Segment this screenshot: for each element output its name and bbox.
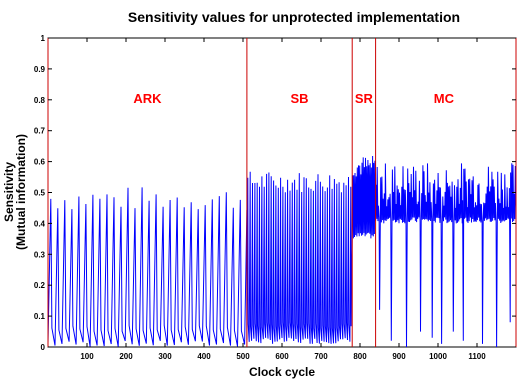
y-tick-label: 0 bbox=[41, 343, 46, 352]
y-tick-label: 0.1 bbox=[34, 312, 46, 321]
chart-title: Sensitivity values for unprotected imple… bbox=[128, 9, 460, 25]
region-label-mc: MC bbox=[434, 91, 455, 106]
x-tick-label: 100 bbox=[80, 352, 94, 361]
y-tick-label: 0.7 bbox=[34, 127, 46, 136]
region-label-sr: SR bbox=[355, 91, 374, 106]
y-tick-label: 0.6 bbox=[34, 158, 46, 167]
region-label-ark: ARK bbox=[133, 91, 162, 106]
x-tick-label: 1000 bbox=[429, 352, 447, 361]
series-sensitivity-line bbox=[47, 155, 517, 348]
y-axis-label-line1: Sensitivity bbox=[2, 162, 16, 222]
region-labels: ARK SB SR MC bbox=[133, 91, 454, 106]
x-tick-label: 500 bbox=[236, 352, 250, 361]
x-tick-label: 900 bbox=[392, 352, 406, 361]
x-tick-label: 200 bbox=[119, 352, 133, 361]
y-axis-label: Sensitivity (Mutual information) bbox=[2, 134, 28, 250]
x-axis-label: Clock cycle bbox=[249, 365, 315, 379]
y-tick-label: 0.2 bbox=[34, 281, 46, 290]
x-tick-label: 700 bbox=[314, 352, 328, 361]
y-axis-ticks: 0 0.1 0.2 0.3 0.4 0.5 0.6 0.7 0.8 0.9 1 bbox=[34, 34, 516, 352]
y-tick-label: 1 bbox=[41, 34, 46, 43]
y-tick-label: 0.5 bbox=[34, 189, 46, 198]
y-axis-label-line2: (Mutual information) bbox=[14, 134, 28, 250]
y-tick-label: 0.8 bbox=[34, 96, 46, 105]
x-tick-label: 800 bbox=[353, 352, 367, 361]
region-label-sb: SB bbox=[291, 91, 309, 106]
y-tick-label: 0.4 bbox=[34, 219, 46, 228]
x-tick-label: 400 bbox=[197, 352, 211, 361]
y-tick-label: 0.3 bbox=[34, 250, 46, 259]
x-tick-label: 600 bbox=[275, 352, 289, 361]
x-axis-ticks: 100 200 300 400 500 600 700 800 900 1000 1100 bbox=[80, 38, 486, 361]
plot-area: ARK SB SR MC 00.10.20.30.40.50.60.70.80.91 … bbox=[34, 34, 517, 361]
x-tick-label: 1100 bbox=[468, 352, 486, 361]
x-tick-label: 300 bbox=[158, 352, 172, 361]
y-tick-label: 0.9 bbox=[34, 65, 46, 74]
